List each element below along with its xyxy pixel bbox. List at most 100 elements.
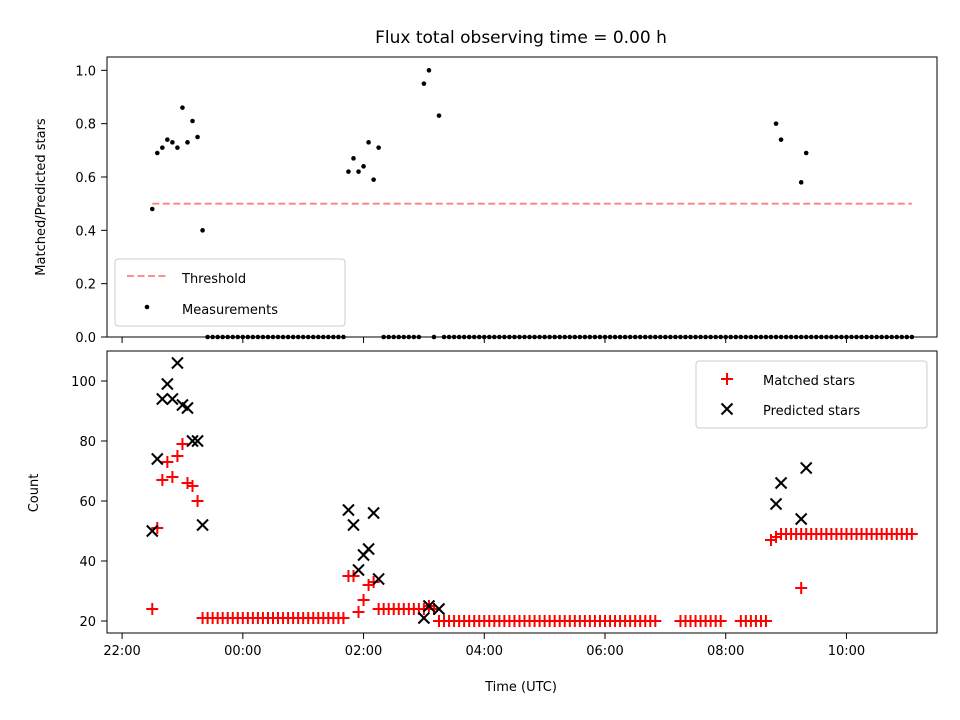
top-plot-frame <box>106 56 938 338</box>
top-y-tick-label: 1.0 <box>75 64 96 79</box>
measurement-point <box>190 118 195 124</box>
matched-star-point <box>433 615 445 627</box>
matched-star-point <box>649 615 662 627</box>
predicted-star-point <box>769 497 783 511</box>
measurement-point <box>185 140 190 145</box>
matched-star-point <box>171 450 184 462</box>
matched-star-point <box>151 522 164 534</box>
bottom-x-tick-label: 04:00 <box>466 644 503 659</box>
measurement-point <box>778 137 784 142</box>
bottom-y-tick-label: 80 <box>79 435 96 450</box>
top-y-tick-label: 0.6 <box>75 171 96 186</box>
bottom-y-tick-label: 40 <box>79 555 96 570</box>
predicted-star-point <box>181 401 194 415</box>
measurement-point <box>773 121 779 126</box>
measurement-point <box>175 145 180 150</box>
predicted-star-point <box>800 461 813 475</box>
bottom-y-axis-label: Count <box>27 474 42 513</box>
measurement-point <box>149 206 155 212</box>
measurement-point <box>165 137 170 142</box>
measurement-point <box>436 113 442 118</box>
bottom-y-tick-label: 60 <box>79 495 96 510</box>
predicted-star-point <box>161 377 174 391</box>
bottom-y-tick-label: 20 <box>79 615 96 630</box>
matched-star-point <box>759 615 772 627</box>
predicted-star-point <box>422 599 436 613</box>
predicted-star-point <box>146 524 159 538</box>
bottom-x-tick-label: 22:00 <box>103 644 140 659</box>
matched-star-point <box>347 570 360 582</box>
measurement-point <box>803 150 809 156</box>
predicted-star-point <box>156 392 169 406</box>
matched-star-point <box>714 615 727 627</box>
measurement-point <box>366 140 371 145</box>
predicted-star-point <box>196 518 209 532</box>
chart-title: Flux total observing time = 0.00 h <box>375 28 667 48</box>
measurement-point <box>376 145 381 150</box>
matched-star-point <box>795 582 808 594</box>
matched-star-point <box>352 606 365 618</box>
predicted-legend-swatch <box>720 402 734 416</box>
predicted-star-point <box>191 434 204 448</box>
top-y-tick-label: 0.8 <box>75 118 96 133</box>
matched-star-point <box>186 480 199 492</box>
top-y-tick-label: 0.4 <box>75 224 96 239</box>
matched-legend-swatch <box>721 373 733 385</box>
predicted-star-point <box>151 452 164 466</box>
matched-star-point <box>367 576 380 588</box>
matched-star-point <box>357 594 370 606</box>
measurements-legend-label: Measurements <box>182 303 278 318</box>
matched-legend-marker <box>721 373 733 385</box>
predicted-star-point <box>367 506 380 520</box>
top-legend: Threshold Measurements <box>114 258 346 327</box>
measurement-point <box>195 134 200 140</box>
predicted-star-point <box>794 512 808 526</box>
matched-star-point <box>176 438 189 450</box>
bottom-legend-box <box>695 360 928 429</box>
bottom-x-tick-label: 06:00 <box>586 644 623 659</box>
matched-star-point <box>166 471 179 483</box>
predicted-star-point <box>432 602 446 616</box>
matched-star-point <box>191 495 204 507</box>
predicted-star-point <box>342 503 355 517</box>
predicted-star-point <box>372 572 385 586</box>
matched-star-point <box>905 528 918 540</box>
measurement-point <box>371 177 376 182</box>
predicted-star-point <box>171 356 184 370</box>
measurement-point <box>798 180 804 185</box>
measurement-point <box>170 140 175 145</box>
measurement-point <box>346 169 351 174</box>
predicted-star-point <box>186 434 199 448</box>
matched-star-point <box>146 603 159 615</box>
predicted-star-point <box>362 542 375 556</box>
matched-legend-label: Matched stars <box>763 374 855 389</box>
matched-star-point <box>161 456 174 468</box>
top-y-tick-label: 0.2 <box>75 278 96 293</box>
matched-star-point <box>372 603 385 615</box>
bottom-legend: Matched stars Predicted stars <box>695 360 928 429</box>
predicted-star-point <box>347 518 360 532</box>
matched-star-point <box>156 474 169 486</box>
predicted-star-point <box>352 563 365 577</box>
measurement-point <box>155 150 160 156</box>
top-y-axis-label: Matched/Predicted stars <box>34 118 49 276</box>
bottom-panel: 20 40 60 80 100 22:00 00:00 02:00 04:00 06:00 08:0… <box>27 350 938 695</box>
measurement-point <box>356 169 361 174</box>
bottom-x-tick-label: 08:00 <box>707 644 744 659</box>
bottom-y-tick-label: 100 <box>71 375 96 390</box>
measurement-point <box>351 156 356 161</box>
predicted-star-point <box>774 476 788 490</box>
measurement-point <box>421 81 427 86</box>
predicted-star-point <box>417 611 431 625</box>
top-panel: 0.0 0.2 0.4 0.6 0.8 1.0 Matched/Predicted sta… <box>34 56 938 346</box>
predicted-star-point <box>166 392 179 406</box>
measurement-point <box>180 105 185 110</box>
measurements-legend-swatch <box>144 304 150 310</box>
bottom-plot-frame <box>106 350 938 634</box>
matched-star-point <box>337 612 350 624</box>
bottom-x-tick-label: 10:00 <box>828 644 865 659</box>
x-axis-label: Time (UTC) <box>484 680 557 695</box>
bottom-x-tick-label: 02:00 <box>345 644 382 659</box>
measurement-point <box>160 145 165 150</box>
